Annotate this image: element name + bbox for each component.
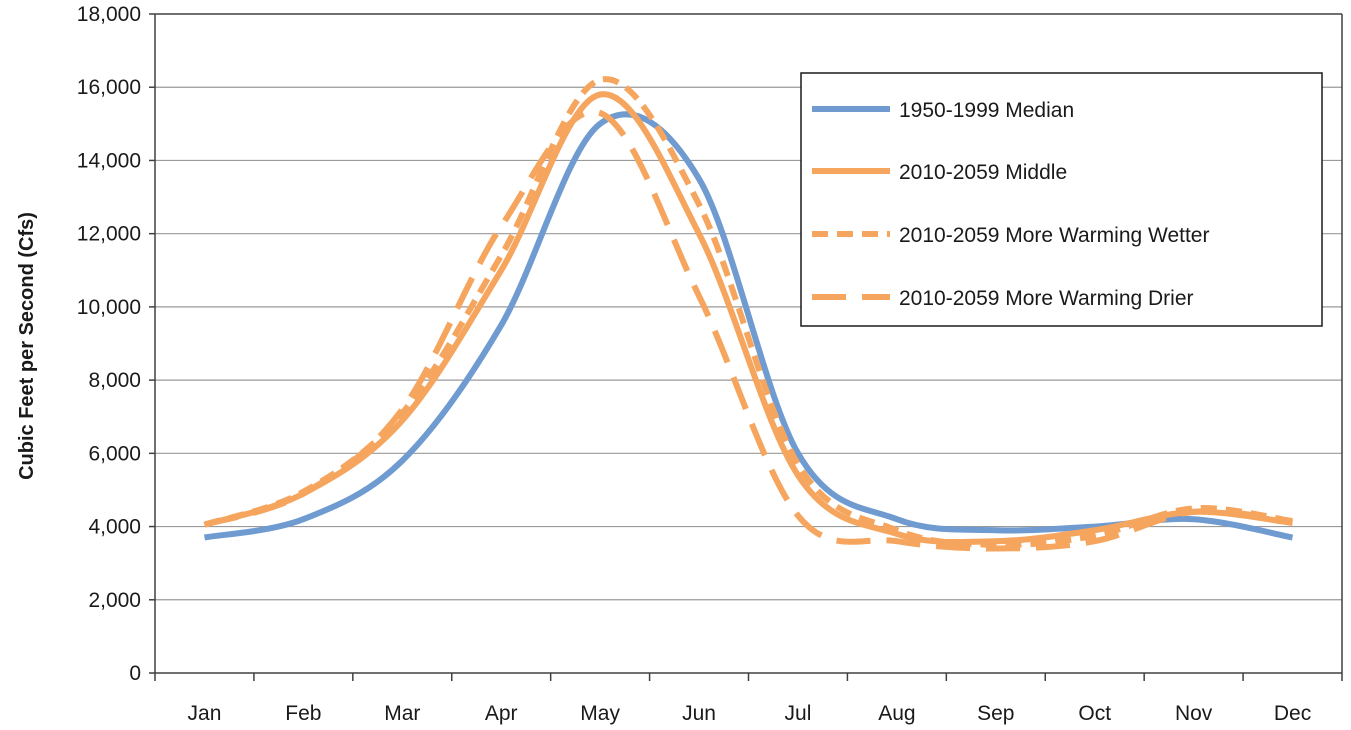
y-tick-label: 14,000 — [77, 149, 141, 172]
x-tick-label: Apr — [485, 702, 518, 725]
series-line-1 — [203, 111, 1294, 541]
legend-label-4: 2010-2059 More Warming Drier — [899, 287, 1194, 310]
series-lines — [203, 76, 1294, 552]
y-tick-label: 0 — [129, 662, 141, 685]
x-tick-label: Jun — [682, 702, 716, 725]
series-line-2 — [203, 91, 1293, 546]
legend-label-1: 1950-1999 Median — [899, 99, 1074, 122]
y-tick-label: 12,000 — [77, 223, 141, 246]
x-tick-label: Jan — [188, 702, 222, 725]
y-tick-label: 8,000 — [88, 369, 141, 392]
y-tick-label: 10,000 — [77, 296, 141, 319]
y-tick-label: 2,000 — [88, 589, 141, 612]
legend: 1950-1999 Median 2010-2059 Middle 2010-205… — [800, 72, 1323, 327]
y-tick-label: 18,000 — [77, 3, 141, 26]
x-tick-label: Jul — [785, 702, 812, 725]
x-tick-label: Nov — [1175, 702, 1213, 725]
x-tick-label: Sep — [977, 702, 1014, 725]
series-line-4 — [203, 108, 1293, 552]
x-tick-label: Mar — [384, 702, 420, 725]
y-tick-label: 16,000 — [77, 76, 141, 99]
x-tick-label: Oct — [1078, 702, 1111, 725]
y-axis-title: Cubic Feet per Second (Cfs) — [16, 212, 38, 480]
legend-box — [800, 72, 1323, 327]
x-tick-label: Dec — [1274, 702, 1311, 725]
legend-label-2: 2010-2059 Middle — [899, 161, 1067, 184]
axes: 0 2,000 4,000 6,000 8,000 10,000 12,000 14,000 1… — [77, 3, 1343, 725]
legend-label-3: 2010-2059 More Warming Wetter — [899, 224, 1209, 247]
x-tick-label: Feb — [285, 702, 321, 725]
x-tick-label: May — [580, 702, 620, 725]
y-tick-label: 6,000 — [88, 442, 141, 465]
y-tick-label: 4,000 — [88, 516, 141, 539]
x-tick-label: Aug — [878, 702, 915, 725]
